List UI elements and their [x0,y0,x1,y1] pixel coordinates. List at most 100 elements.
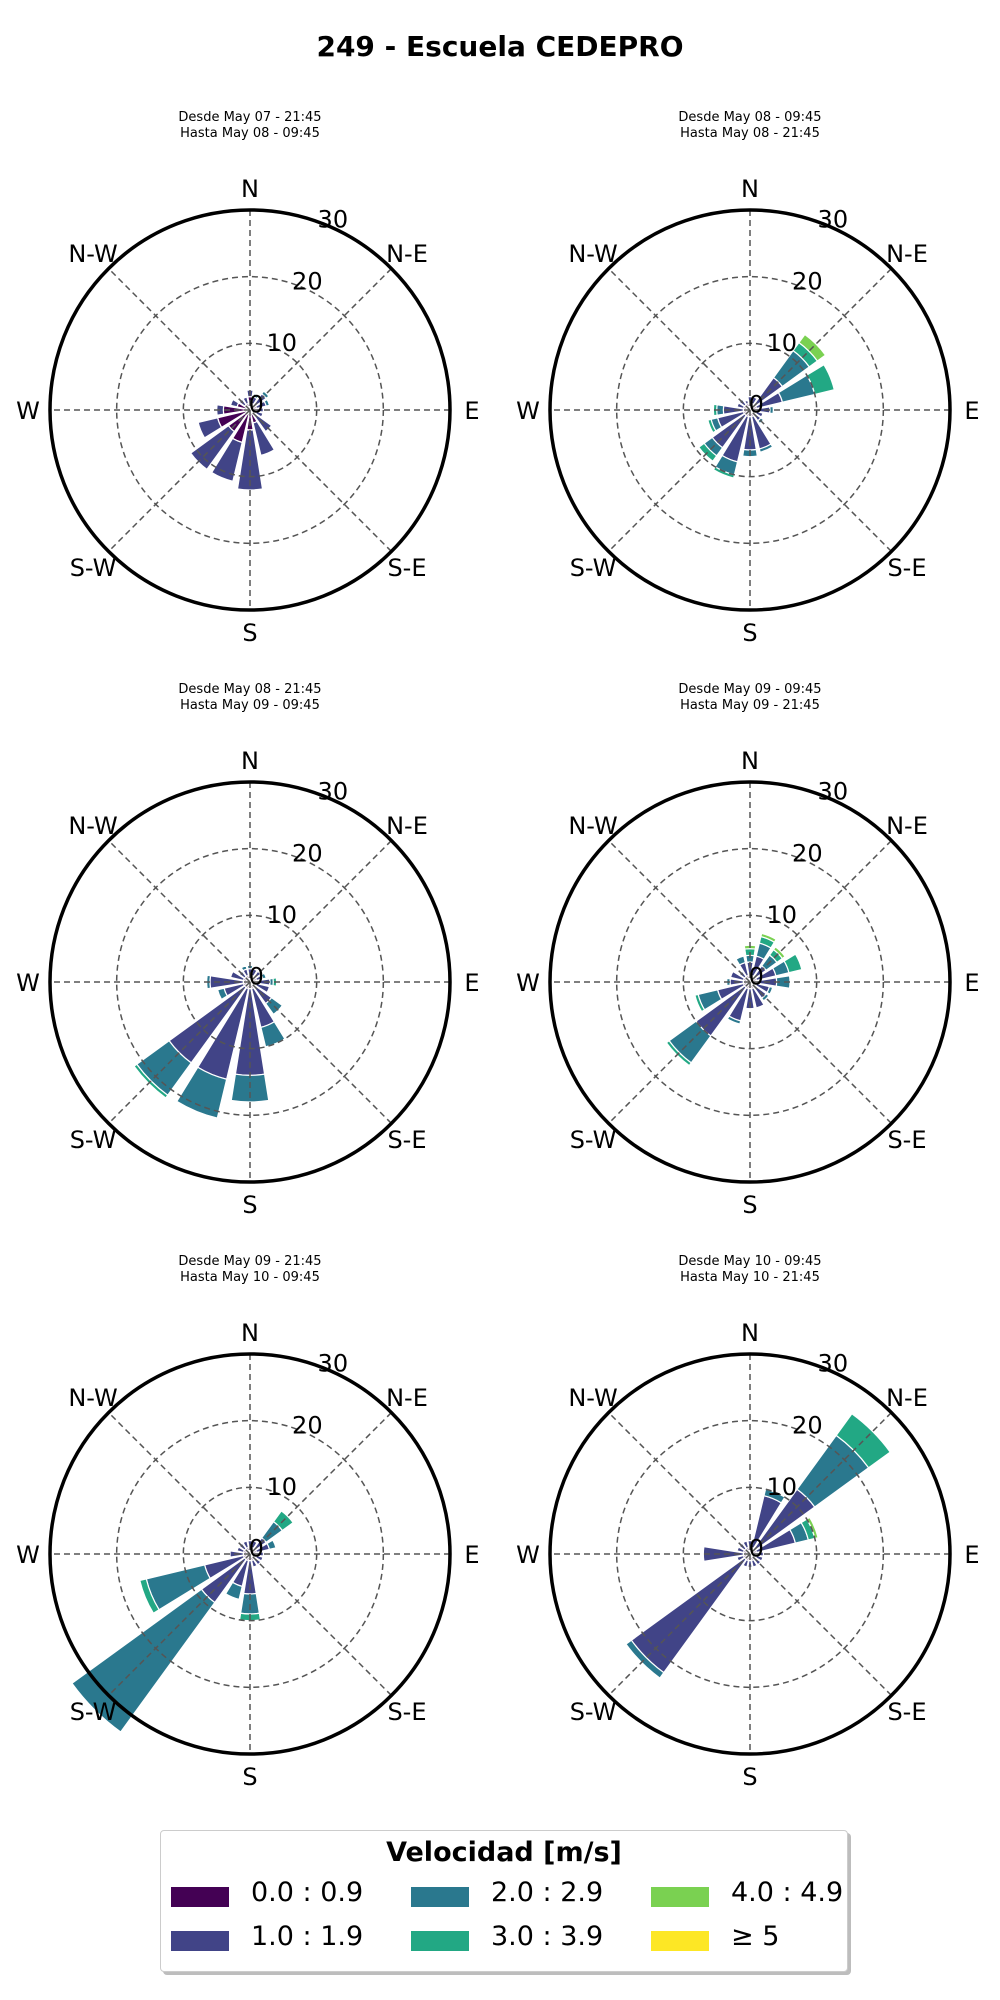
wind-bar [250,1540,258,1550]
wind-bar [783,953,803,974]
outer-ring [48,1352,452,1756]
direction-label: N-W [68,812,117,840]
wind-bar [736,402,746,410]
panel-subtitle: Desde May 08 - 21:45 Hasta May 09 - 09:4… [0,682,500,714]
direction-label: W [516,969,540,997]
radial-tick-label: 0 [249,390,264,418]
radial-tick-label: 20 [792,267,823,295]
windrose-panel-3: Desde May 08 - 21:45 Hasta May 09 - 09:4… [0,682,500,1254]
windrose-plot: 0 10 20 30 N N-E E S-E S S-W W N-W [516,175,979,647]
wind-bar [742,1540,750,1550]
radial-tick-label: 30 [818,206,849,234]
wind-bar [260,972,267,980]
wind-bar [743,399,750,406]
legend-swatch [171,1931,229,1951]
wind-bar [236,1546,246,1554]
grid-spoke [108,268,392,552]
direction-label: E [464,969,479,997]
direction-label: N [741,1319,759,1347]
wind-bar [250,1558,258,1568]
direction-label: N-E [386,240,428,268]
wind-bar [216,987,229,1001]
windrose-panel-5: Desde May 09 - 21:45 Hasta May 10 - 09:4… [0,1254,500,1826]
wind-bar [250,968,258,978]
direction-label: N-W [568,1384,617,1412]
wind-bar [736,1546,746,1554]
radial-tick-label: 10 [267,901,298,929]
wind-bar [240,965,248,972]
direction-label: N [241,1319,259,1347]
wind-bar [702,1546,745,1562]
wind-bar [139,1578,160,1615]
radial-tick-label: 30 [318,206,349,234]
legend-label: 2.0 : 2.9 [491,1877,604,1908]
subtitle-line-1: Desde May 10 - 09:45 [678,1254,822,1269]
legend-label: 4.0 : 4.9 [731,1877,844,1908]
radial-tick-label: 0 [749,962,764,990]
legend-label: 1.0 : 1.9 [251,1921,364,1952]
windrose-plot: 0 10 20 30 N N-E E S-E S S-W W N-W [16,747,479,1219]
legend-swatch [651,1931,709,1951]
windrose-panel-2: Desde May 08 - 09:45 Hasta May 08 - 21:4… [500,110,1000,682]
grid-spoke [108,840,392,1124]
legend: Velocidad [m/s] 0.0 : 0.9 2.0 : 2.9 4.0 … [160,1830,848,1972]
wind-bar [229,970,246,982]
wind-bar [736,1554,746,1562]
outer-ring [548,1352,952,1756]
windrose-plot: 0 10 20 30 N N-E E S-E S S-W W N-W [516,747,979,1219]
subtitle-line-2: Hasta May 09 - 09:45 [180,698,320,713]
wind-bar [758,443,774,453]
direction-label: S-E [387,1126,426,1154]
panel-subtitle: Desde May 09 - 21:45 Hasta May 10 - 09:4… [0,1254,500,1286]
wind-bar [766,985,774,996]
grid-circle [615,1419,885,1689]
wind-bar [769,405,774,415]
wind-bar [236,429,264,491]
wind-bar [230,1073,270,1103]
grid-spoke [608,268,892,552]
wind-bar [760,932,777,944]
legend-swatch [171,1887,229,1907]
wind-bar [697,442,718,463]
direction-label: S [242,1763,257,1791]
direction-label: W [16,969,40,997]
direction-label: N-E [386,1384,428,1412]
grid-spoke [608,1412,892,1696]
radial-tick-label: 10 [267,1473,298,1501]
wind-bar [726,1015,742,1025]
wind-bar [754,1554,764,1562]
wind-bar [754,410,764,418]
subtitle-line-2: Hasta May 10 - 09:45 [180,1270,320,1285]
direction-label: S [242,619,257,647]
windrose-panel-1: Desde May 07 - 21:45 Hasta May 08 - 09:4… [0,110,500,682]
wind-bar [224,1581,243,1601]
direction-label: N-W [568,812,617,840]
legend-swatch [411,1931,469,1951]
radial-tick-label: 0 [249,962,264,990]
wind-bar [625,1639,665,1679]
wind-bar [197,417,223,439]
subtitle-line-1: Desde May 09 - 21:45 [178,1254,322,1269]
outer-ring [548,208,952,612]
direction-label: W [16,1541,40,1569]
wind-bar [260,390,270,400]
wind-bar [266,1539,277,1551]
direction-label: N-W [68,1384,117,1412]
windrose-plot: 0 10 20 30 N N-E E S-E S S-W W N-W [16,1319,479,1791]
legend-label: ≥ 5 [731,1921,780,1952]
wind-bar [216,404,225,416]
wind-bar [254,982,271,994]
direction-label: E [464,397,479,425]
panel-subtitle: Desde May 07 - 21:45 Hasta May 08 - 09:4… [0,110,500,142]
subtitle-line-2: Hasta May 10 - 21:45 [680,1270,820,1285]
wind-bar [229,398,240,408]
wind-bar [750,986,765,1009]
radial-tick-label: 10 [267,329,298,357]
panel-subtitle: Desde May 08 - 09:45 Hasta May 08 - 21:4… [500,110,1000,142]
direction-label: N-E [886,812,928,840]
direction-label: S-E [387,554,426,582]
subtitle-line-1: Desde May 08 - 09:45 [678,110,822,125]
direction-label: S [742,619,757,647]
grid-circle [115,275,385,545]
windrose-panel-4: Desde May 09 - 09:45 Hasta May 09 - 21:4… [500,682,1000,1254]
